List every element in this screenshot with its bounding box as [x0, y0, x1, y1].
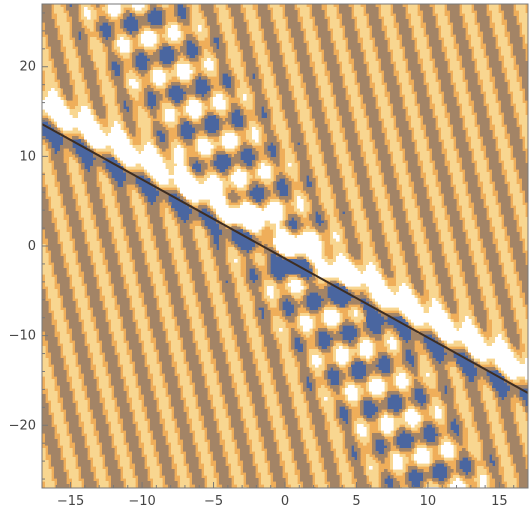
y-tick-label: 10	[19, 149, 36, 164]
y-tick-label: −20	[9, 418, 36, 433]
y-tick-label: 20	[19, 60, 36, 75]
x-tick-label: 15	[491, 494, 508, 509]
x-tick-label: 0	[281, 494, 289, 509]
x-tick-label: −10	[128, 494, 155, 509]
x-tick-label: 10	[420, 494, 437, 509]
x-tick-label: −15	[57, 494, 84, 509]
y-tick-label: 0	[28, 239, 36, 254]
plot-area	[42, 4, 529, 491]
x-tick-label: 5	[352, 494, 360, 509]
x-tick-label: −5	[204, 494, 223, 509]
y-tick-label: −10	[9, 329, 36, 344]
